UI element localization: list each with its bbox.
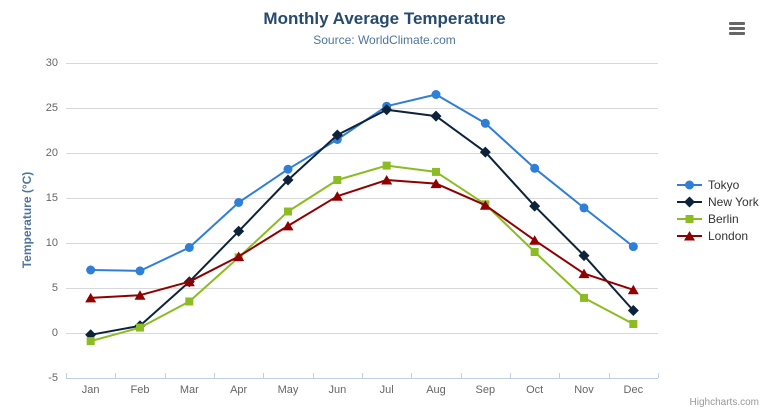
- data-point[interactable]: [134, 290, 146, 300]
- data-point[interactable]: [234, 198, 244, 207]
- legend-item-new-york[interactable]: New York: [676, 193, 759, 210]
- data-point[interactable]: [480, 118, 490, 128]
- legend-item-london[interactable]: London: [676, 227, 759, 244]
- series-new-york[interactable]: [85, 104, 639, 341]
- data-point[interactable]: [382, 161, 391, 170]
- data-point[interactable]: [282, 174, 294, 186]
- data-point[interactable]: [381, 104, 393, 116]
- x-axis-label: Jan: [81, 384, 100, 396]
- y-axis-label: -5: [48, 372, 58, 384]
- data-point[interactable]: [333, 176, 342, 184]
- y-axis-label: 30: [45, 57, 58, 69]
- x-axis-label: Aug: [426, 384, 446, 396]
- series-line: [89, 164, 635, 343]
- series-line: [89, 179, 635, 299]
- credits-link[interactable]: Highcharts.com: [689, 397, 759, 408]
- data-point[interactable]: [85, 292, 97, 303]
- data-point[interactable]: [233, 251, 245, 262]
- data-point[interactable]: [684, 196, 695, 207]
- data-point[interactable]: [185, 297, 194, 306]
- data-point[interactable]: [86, 265, 96, 275]
- data-point[interactable]: [628, 242, 638, 252]
- data-point[interactable]: [529, 235, 541, 245]
- data-point[interactable]: [183, 276, 195, 287]
- series-line: [89, 108, 635, 336]
- x-axis-label: Mar: [179, 384, 199, 396]
- x-axis-label: Jun: [328, 384, 347, 396]
- x-axis-label: Apr: [230, 384, 248, 396]
- x-axis-label: May: [277, 384, 299, 396]
- x-axis-label: Feb: [130, 384, 150, 396]
- data-point[interactable]: [578, 268, 590, 279]
- data-point[interactable]: [530, 248, 539, 256]
- hamburger-icon: [729, 22, 747, 35]
- series-london[interactable]: [85, 175, 639, 303]
- data-point[interactable]: [580, 293, 588, 302]
- legend-triangle-marker-icon: [677, 230, 702, 241]
- y-axis-label: 10: [45, 237, 58, 249]
- data-point[interactable]: [136, 323, 144, 332]
- data-point[interactable]: [86, 337, 95, 346]
- legend-label: London: [708, 228, 749, 243]
- x-axis-label: Nov: [574, 384, 594, 396]
- y-axis-label: 0: [51, 327, 58, 339]
- data-point[interactable]: [685, 214, 694, 223]
- y-axis-label: 5: [51, 282, 58, 294]
- data-point[interactable]: [627, 305, 639, 316]
- chart-subtitle: Source: WorldClimate.com: [313, 33, 456, 47]
- legend-diamond-marker-icon: [677, 196, 702, 207]
- data-point[interactable]: [629, 320, 638, 328]
- data-point[interactable]: [430, 178, 442, 189]
- data-point[interactable]: [432, 167, 440, 176]
- data-point[interactable]: [331, 129, 343, 141]
- y-axis-label: 15: [45, 192, 58, 204]
- data-point[interactable]: [529, 200, 541, 212]
- data-point[interactable]: [184, 243, 194, 252]
- data-point[interactable]: [233, 225, 245, 237]
- legend-item-tokyo[interactable]: Tokyo: [676, 176, 759, 193]
- data-point[interactable]: [530, 163, 540, 173]
- data-point[interactable]: [684, 230, 695, 241]
- data-point[interactable]: [578, 250, 590, 262]
- series-line: [89, 93, 635, 272]
- legend: Tokyo New York Berlin London: [676, 176, 759, 244]
- data-point[interactable]: [430, 110, 442, 122]
- legend-square-marker-icon: [677, 214, 702, 223]
- data-point[interactable]: [381, 175, 393, 185]
- y-axis-label: 20: [45, 147, 58, 159]
- x-axis-label: Oct: [526, 384, 544, 396]
- legend-label: New York: [708, 194, 759, 209]
- series-tokyo[interactable]: [86, 90, 638, 276]
- legend-circle-marker-icon: [677, 180, 702, 189]
- data-point[interactable]: [627, 284, 639, 295]
- data-point[interactable]: [283, 164, 293, 174]
- x-axis-label: Jul: [379, 384, 394, 396]
- data-point[interactable]: [331, 191, 343, 201]
- export-menu-button[interactable]: [726, 17, 750, 39]
- x-axis-label: Dec: [623, 384, 644, 396]
- data-point[interactable]: [479, 200, 491, 210]
- chart-title: Monthly Average Temperature: [263, 9, 506, 28]
- data-point[interactable]: [284, 207, 292, 216]
- legend-label: Tokyo: [708, 177, 740, 192]
- data-point[interactable]: [579, 203, 589, 213]
- legend-label: Berlin: [708, 211, 739, 226]
- data-point[interactable]: [479, 146, 491, 158]
- legend-item-berlin[interactable]: Berlin: [676, 210, 759, 227]
- data-point[interactable]: [282, 220, 294, 231]
- x-axis-label: Sep: [475, 384, 496, 396]
- data-point[interactable]: [685, 180, 694, 189]
- data-point[interactable]: [431, 90, 441, 99]
- y-axis-label: 25: [45, 102, 58, 114]
- data-point[interactable]: [135, 266, 145, 276]
